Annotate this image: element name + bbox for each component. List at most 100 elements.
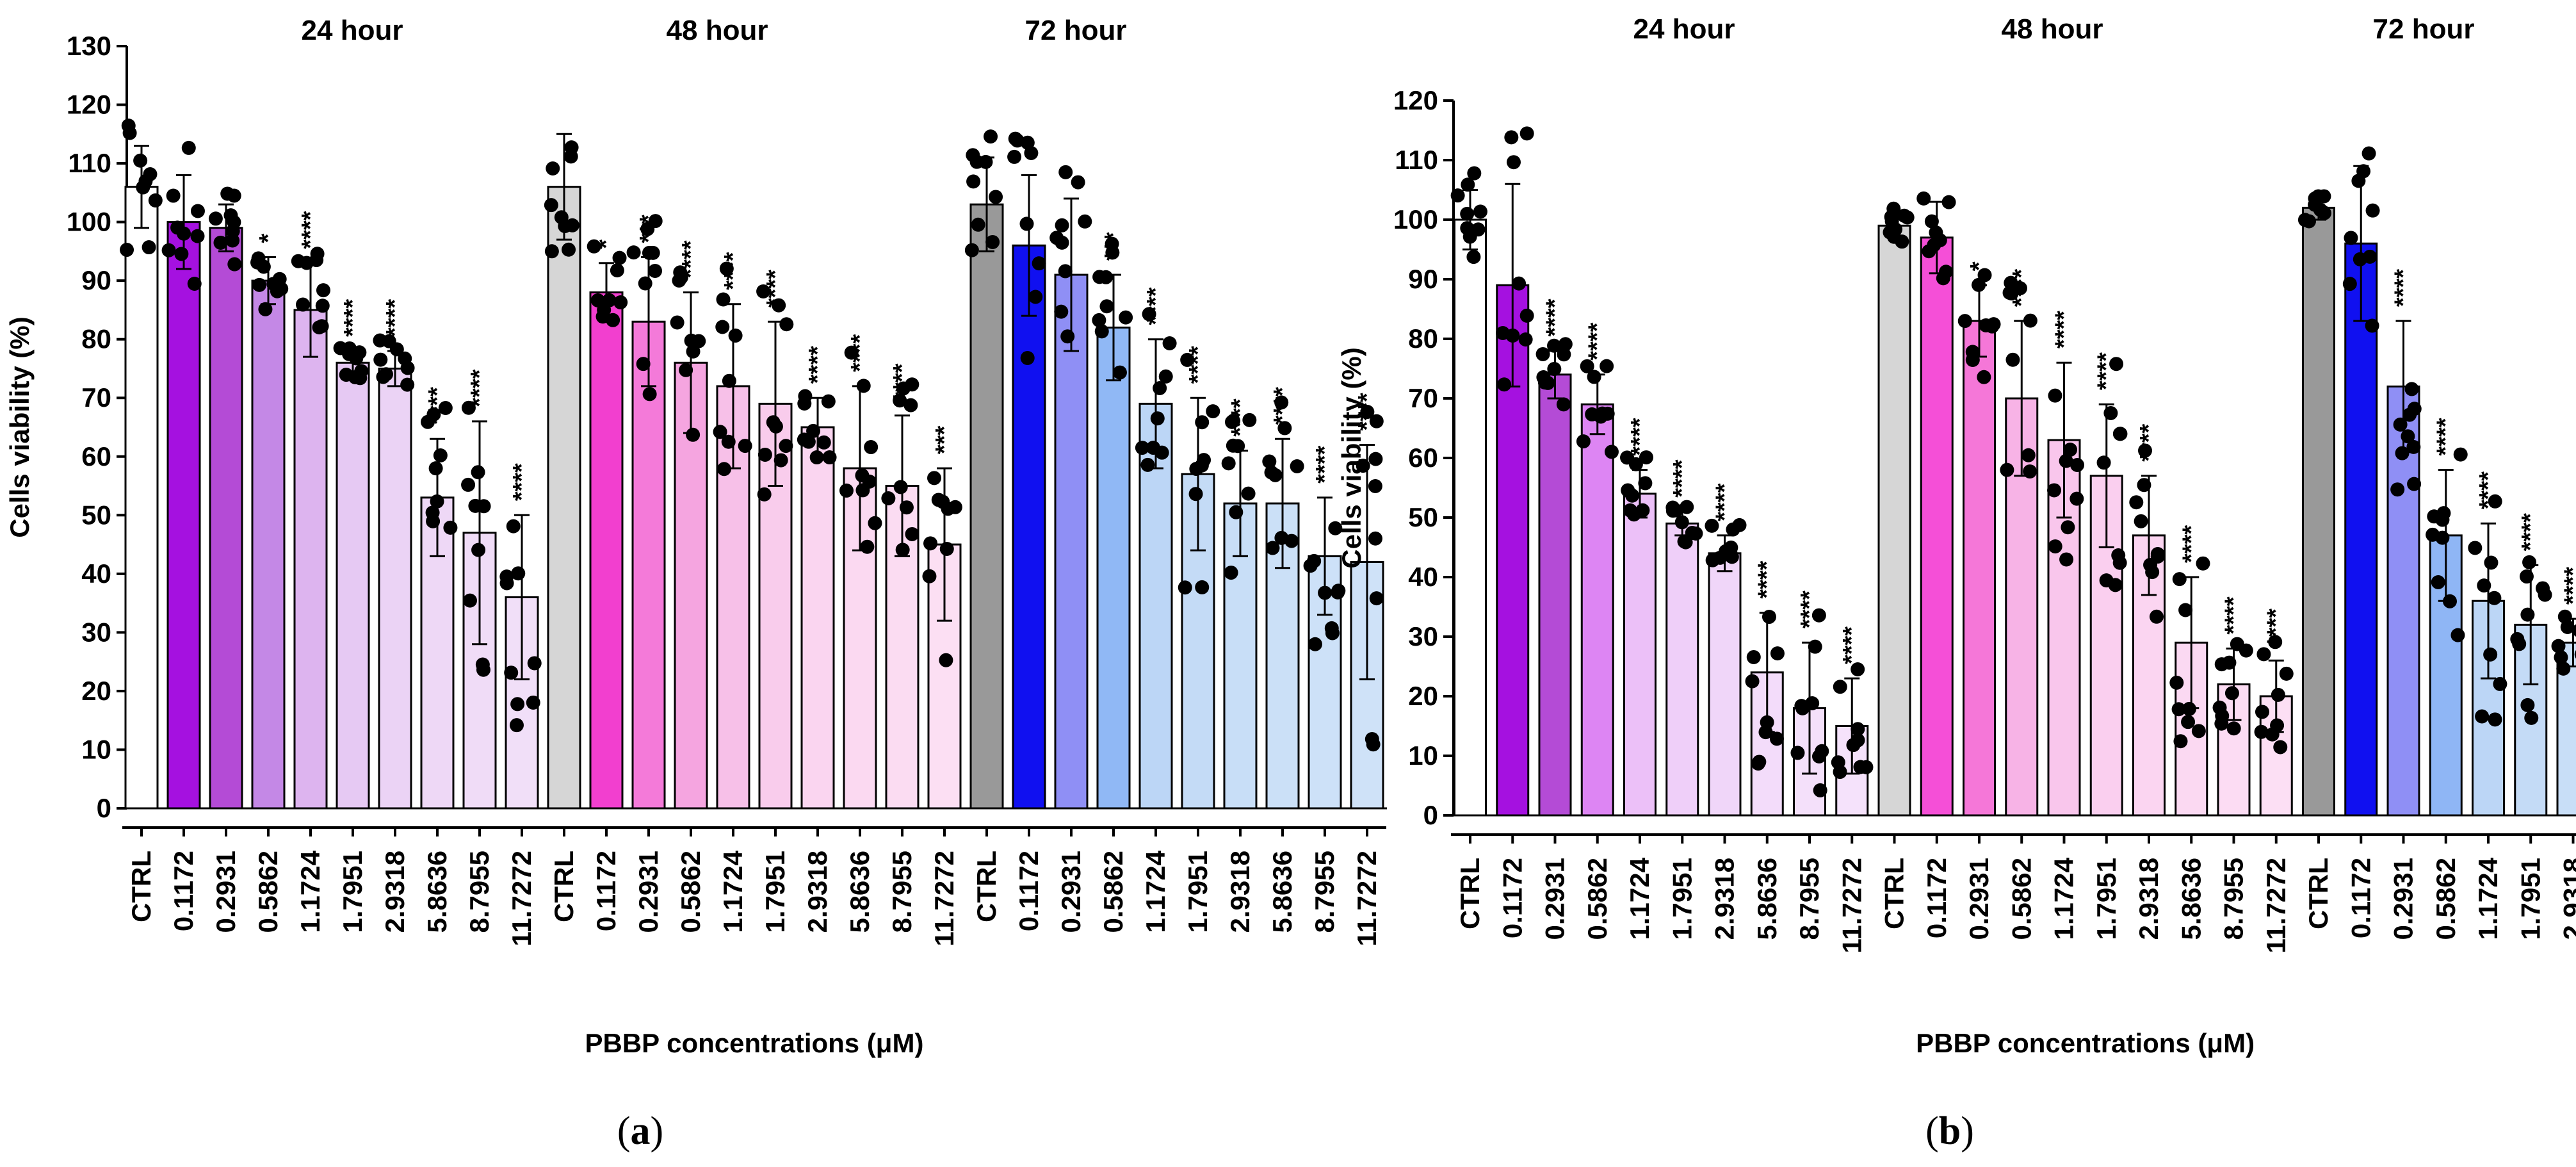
data-point — [2021, 448, 2036, 462]
data-point — [1497, 377, 1512, 392]
data-point — [766, 415, 781, 430]
x-axis — [122, 807, 1387, 836]
data-point — [316, 283, 330, 298]
x-tick-label: 8.7955 — [464, 851, 494, 933]
data-point — [1924, 214, 1939, 229]
data-point — [927, 471, 942, 486]
data-point — [922, 569, 937, 584]
data-point — [1467, 166, 1482, 181]
data-point — [461, 400, 476, 415]
data-point — [966, 174, 981, 189]
data-point — [1505, 328, 1520, 343]
data-point — [822, 450, 837, 465]
data-point — [1674, 515, 1689, 530]
data-point — [1705, 553, 1720, 567]
data-point — [1264, 465, 1279, 480]
data-point — [2005, 352, 2020, 367]
data-point — [2297, 213, 2312, 227]
y-tick-label: 20 — [1408, 681, 1438, 711]
data-point — [839, 483, 854, 498]
y-tick-label: 40 — [1408, 562, 1438, 592]
significance-label: **** — [847, 334, 873, 372]
x-tick-label: CTRL — [549, 851, 579, 922]
data-point — [2048, 388, 2062, 403]
x-tick-label: 1.7951 — [2091, 858, 2121, 940]
data-point — [2224, 686, 2239, 701]
data-point — [864, 440, 879, 455]
y-axis: 0 10 20 30 40 50 60 70 80 90 100 110 120 — [1393, 85, 1455, 830]
data-point — [679, 363, 693, 377]
data-point — [2493, 676, 2507, 691]
data-point — [309, 253, 324, 268]
data-point — [2268, 635, 2283, 649]
x-tick-label: 1.1724 — [2049, 857, 2079, 940]
data-point — [606, 313, 620, 327]
data-point — [798, 389, 813, 404]
data-point — [2129, 495, 2144, 510]
data-point — [251, 251, 266, 266]
data-point — [2109, 357, 2124, 371]
data-point — [1639, 450, 1653, 465]
x-tick-label: 0.2931 — [633, 851, 663, 933]
data-point — [252, 277, 267, 292]
data-point — [2488, 712, 2502, 727]
significance-label: **** — [1712, 484, 1738, 521]
data-point — [2103, 405, 2118, 420]
significance-label: **** — [2560, 567, 2576, 605]
data-point — [1094, 324, 1109, 339]
y-tick-label: 50 — [1408, 502, 1438, 532]
data-point — [2138, 443, 2153, 458]
data-point — [1092, 270, 1107, 284]
y-tick-label: 120 — [67, 90, 111, 120]
data-point — [2070, 491, 2084, 506]
data-point — [2393, 417, 2408, 432]
data-point — [1886, 201, 1901, 216]
data-point — [1153, 380, 1167, 395]
data-point — [2342, 277, 2357, 291]
data-point — [1224, 414, 1239, 429]
bar — [547, 186, 581, 810]
data-point — [2070, 457, 2085, 472]
data-point — [1812, 749, 1827, 763]
data-point — [686, 427, 701, 442]
significance-label: **** — [1669, 459, 1696, 497]
panel-label-part: ) — [651, 1109, 664, 1153]
data-point — [728, 328, 743, 343]
data-point — [258, 302, 273, 316]
data-point — [899, 500, 914, 515]
bar — [969, 203, 1004, 810]
data-point — [2181, 715, 2196, 730]
x-tick-label: 1.1724 — [718, 850, 748, 933]
y-tick-label: 120 — [1393, 85, 1438, 115]
data-point — [2172, 572, 2187, 587]
data-point — [471, 465, 485, 480]
data-point — [610, 263, 624, 278]
group-title: 48 hour — [2002, 13, 2103, 45]
data-point — [1369, 591, 1384, 606]
bar — [1708, 552, 1742, 817]
bar — [589, 291, 624, 810]
data-point — [1105, 236, 1119, 251]
data-point — [638, 276, 652, 291]
bar — [1877, 224, 1911, 817]
data-point — [1680, 500, 1694, 514]
x-tick-label: 0.1172 — [1922, 858, 1952, 938]
significance-label: **** — [677, 240, 704, 278]
data-point — [1060, 329, 1075, 344]
significance-label: **** — [1626, 418, 1653, 455]
data-point — [428, 461, 443, 476]
x-tick-label: 2.9318 — [1225, 851, 1255, 933]
significance-label: **** — [762, 270, 789, 307]
data-point — [1705, 518, 1719, 533]
data-point — [499, 576, 514, 591]
data-point — [353, 371, 368, 386]
x-tick-label: 11.7272 — [506, 851, 537, 947]
data-point — [2406, 439, 2421, 454]
data-point — [2254, 724, 2269, 739]
panel-label-part: a — [631, 1109, 651, 1153]
x-tick-label: 1.1724 — [1140, 850, 1171, 933]
data-point — [1665, 500, 1680, 515]
data-point — [1162, 336, 1177, 350]
data-point — [2401, 429, 2415, 444]
data-point — [1813, 783, 1827, 797]
